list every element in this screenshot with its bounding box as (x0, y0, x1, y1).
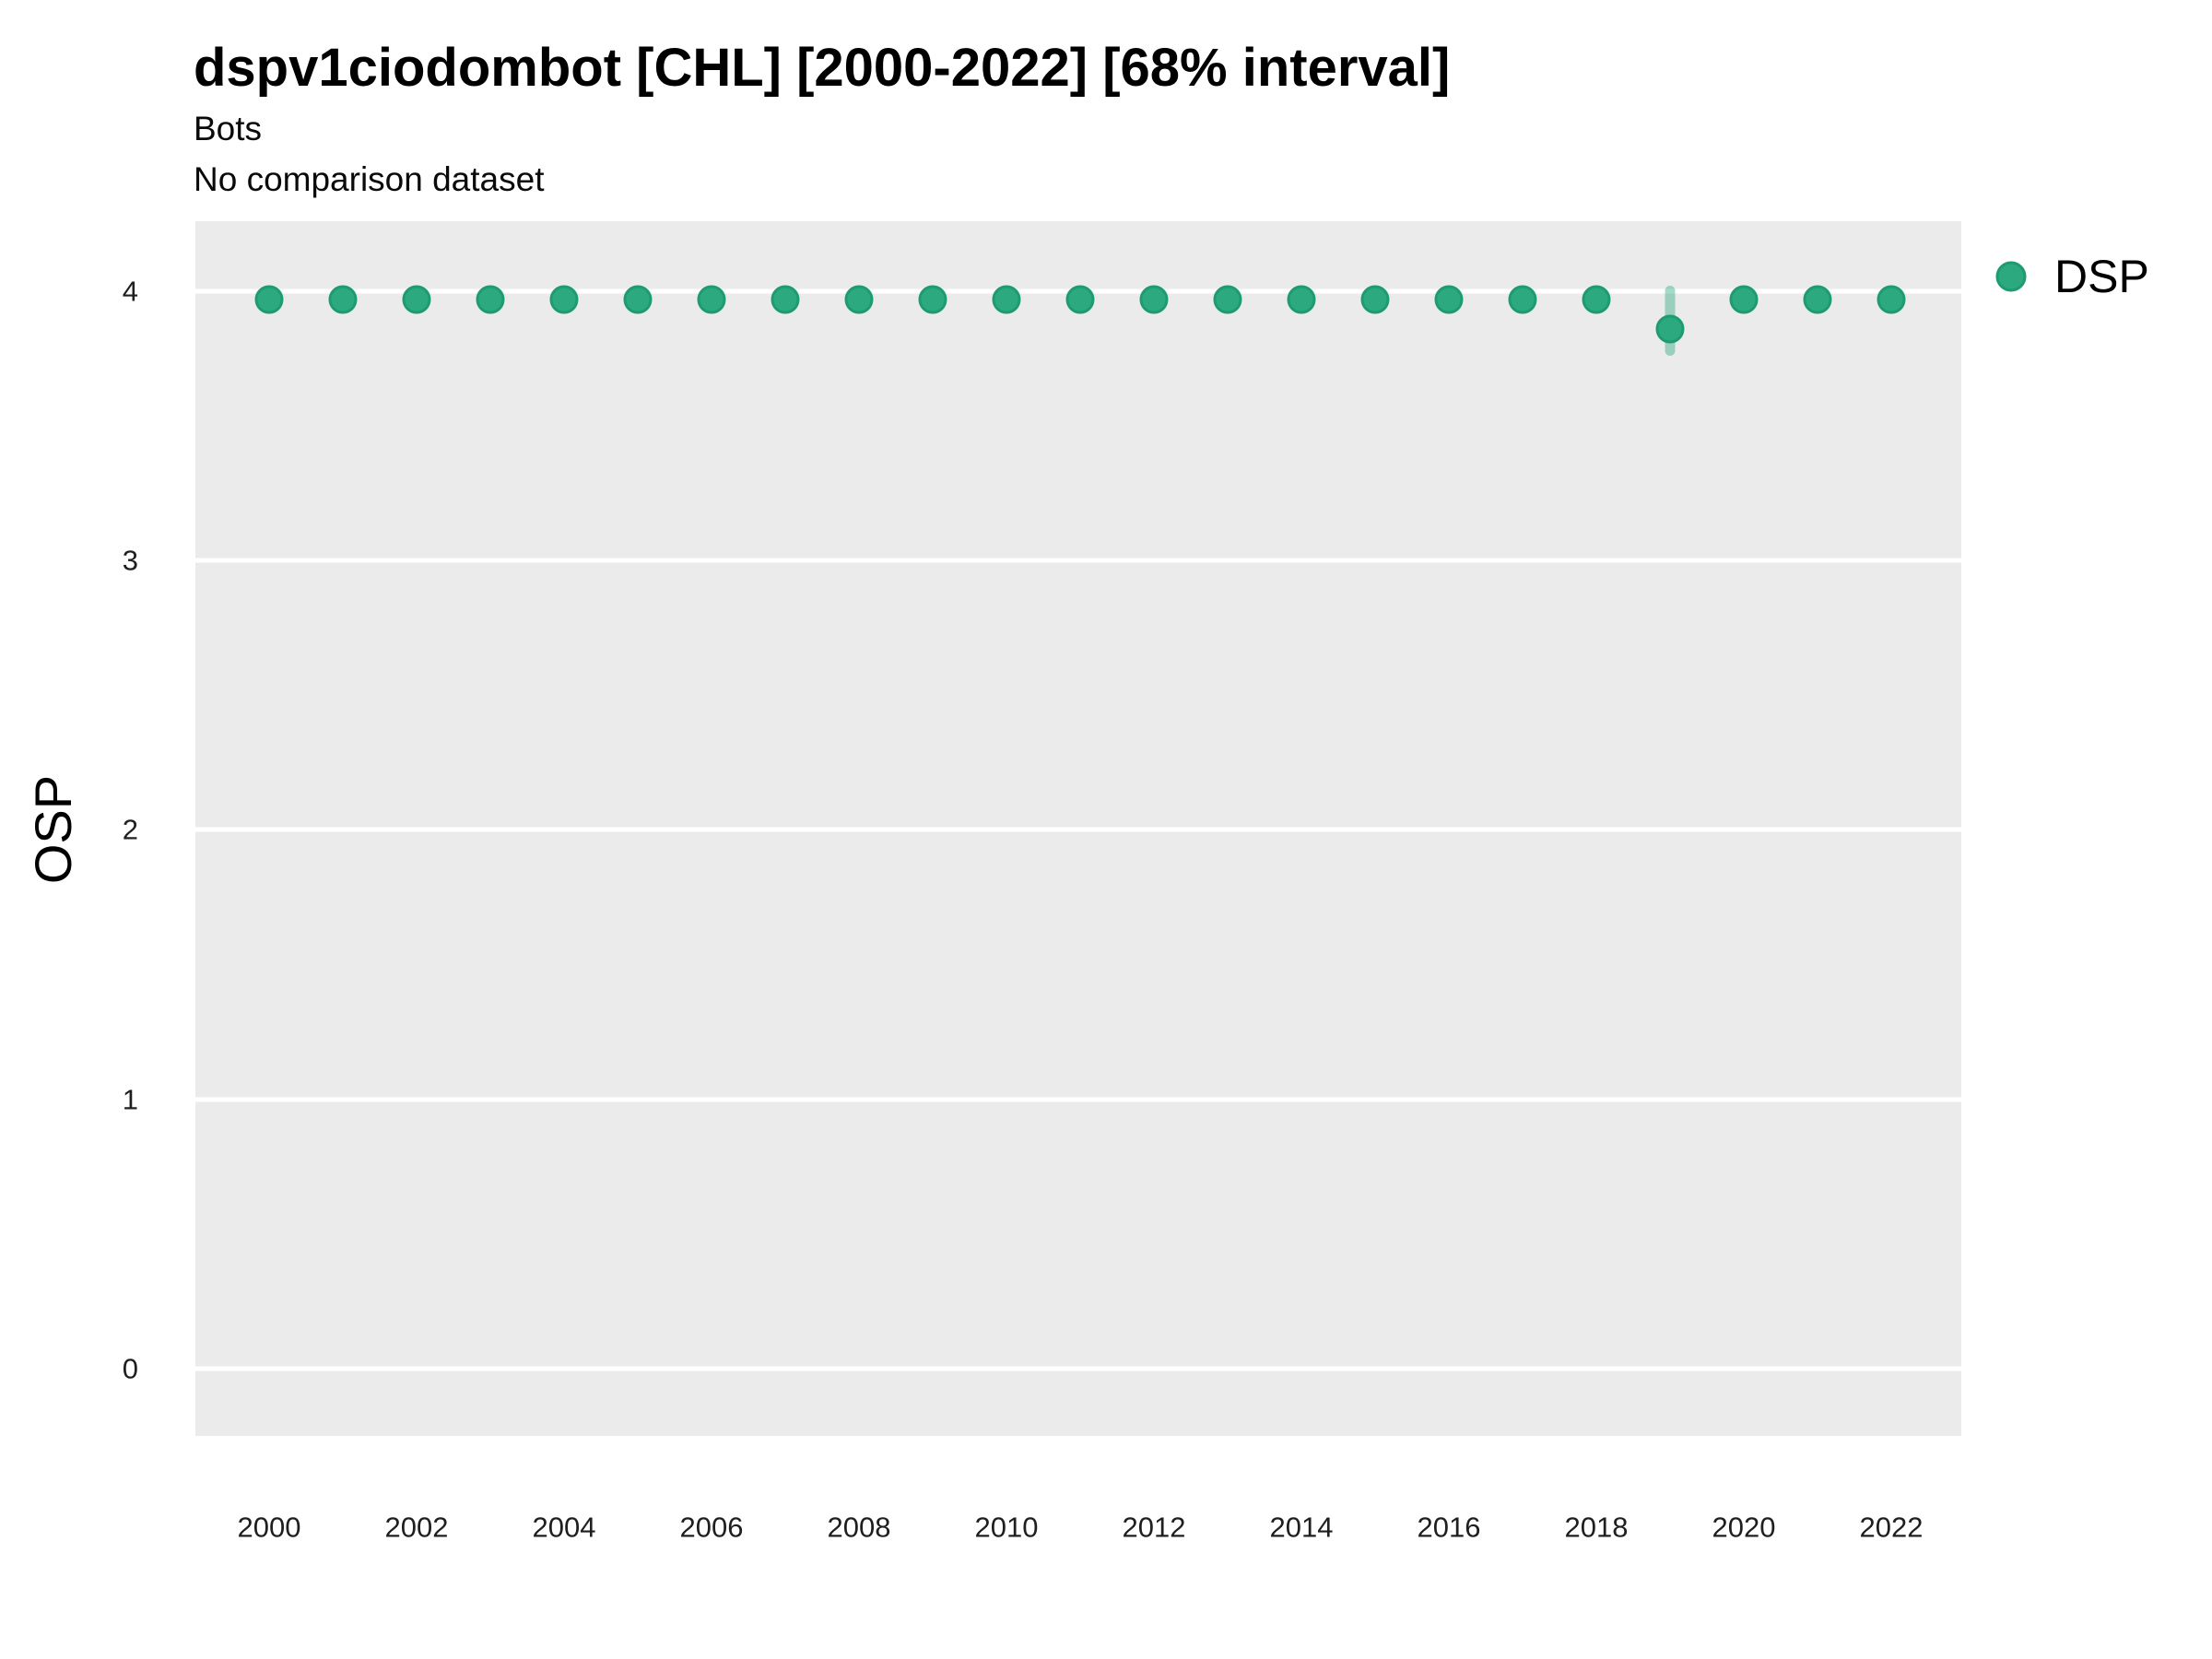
data-point (549, 285, 579, 314)
page-subtitle: Bots (194, 110, 263, 147)
x-tick-label: 2022 (1859, 1511, 1924, 1544)
data-point (844, 285, 874, 314)
x-tick-label: 2018 (1564, 1511, 1629, 1544)
legend-swatch-dsp-icon (1995, 261, 2027, 292)
data-point (1360, 285, 1390, 314)
page-note: No comparison dataset (194, 160, 545, 198)
data-point (476, 285, 505, 314)
x-tick-label: 2006 (679, 1511, 744, 1544)
data-point (1434, 285, 1464, 314)
page-title: dspv1ciodombot [CHL] [2000-2022] [68% in… (194, 38, 1451, 98)
data-point (402, 285, 431, 314)
data-point (1213, 285, 1242, 314)
y-tick-label: 3 (122, 544, 138, 577)
data-point (918, 285, 947, 314)
data-point (1803, 285, 1832, 314)
x-tick-label: 2020 (1712, 1511, 1776, 1544)
data-point (771, 285, 800, 314)
data-point (623, 285, 653, 314)
gridline-y-3 (195, 558, 1961, 563)
x-tick-label: 2010 (974, 1511, 1039, 1544)
data-point (1729, 285, 1759, 314)
data-point (1139, 285, 1169, 314)
y-axis-title: OSP (24, 774, 82, 885)
data-point (1287, 285, 1316, 314)
data-point (697, 285, 726, 314)
legend-label-dsp: DSP (2054, 251, 2149, 302)
data-point (254, 285, 284, 314)
x-tick-label: 2012 (1122, 1511, 1186, 1544)
data-point (1582, 285, 1611, 314)
data-point (1655, 314, 1685, 344)
data-point (1065, 285, 1095, 314)
gridline-y-1 (195, 1097, 1961, 1102)
y-tick-label: 0 (122, 1352, 138, 1385)
data-point (1508, 285, 1537, 314)
y-tick-label: 2 (122, 813, 138, 846)
x-tick-label: 2002 (384, 1511, 449, 1544)
y-tick-label: 1 (122, 1083, 138, 1116)
x-tick-label: 2016 (1417, 1511, 1481, 1544)
x-tick-label: 2004 (532, 1511, 596, 1544)
data-point (328, 285, 358, 314)
x-tick-label: 2008 (827, 1511, 891, 1544)
x-tick-label: 2000 (237, 1511, 301, 1544)
data-point (1877, 285, 1906, 314)
gridline-y-2 (195, 827, 1961, 832)
x-tick-label: 2014 (1269, 1511, 1334, 1544)
gridline-y-0 (195, 1366, 1961, 1371)
data-point (992, 285, 1021, 314)
y-tick-label: 4 (122, 275, 138, 308)
